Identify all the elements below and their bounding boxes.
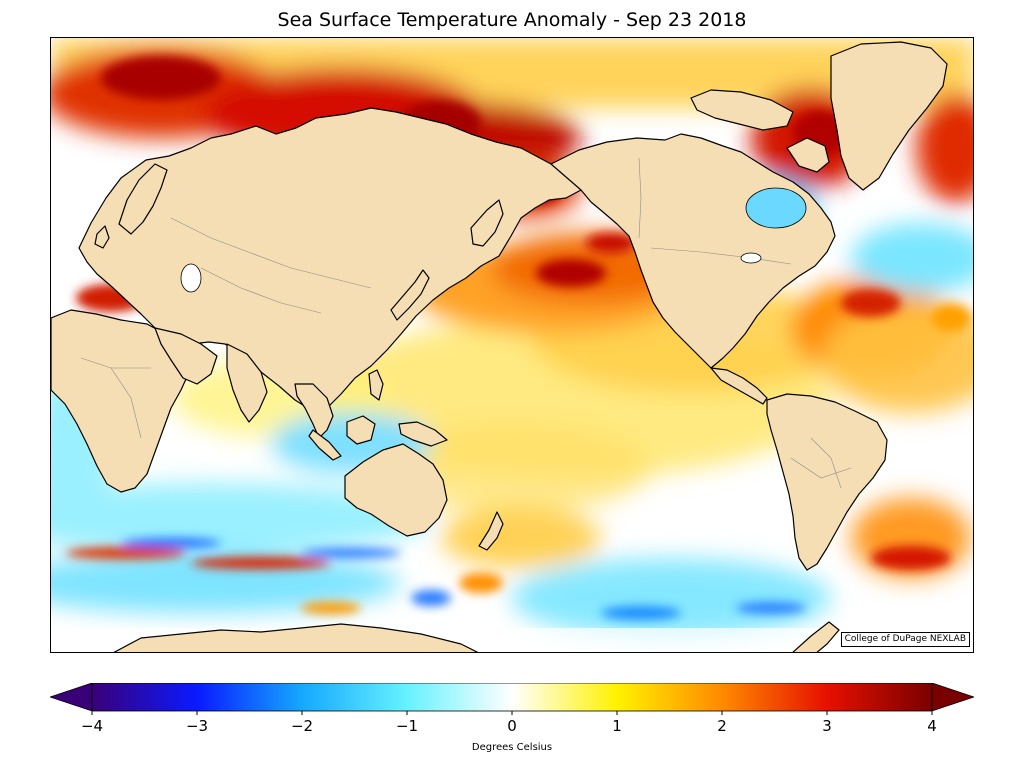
scandinavia (118, 163, 168, 235)
arabian-peninsula (154, 327, 218, 385)
colorbar-tick-label: 1 (612, 717, 622, 735)
new-guinea (398, 421, 448, 447)
kamchatka (470, 199, 504, 247)
colorbar-min-extend-arrow (50, 683, 93, 712)
colorbar-tick-label: 3 (822, 717, 832, 735)
chart-title: Sea Surface Temperature Anomaly - Sep 23… (277, 9, 747, 31)
baffin-island (786, 137, 830, 173)
colorbar-tick-label: −4 (80, 717, 104, 735)
colorbar-max-extend-arrow (931, 683, 974, 712)
credit-label: College of DuPage NEXLAB (840, 632, 970, 647)
colorbar-tick-label: 4 (927, 717, 937, 735)
colorbar-svg (50, 683, 974, 715)
colorbar-tick-label: −1 (395, 717, 419, 735)
colorbar-tick-label: 2 (717, 717, 727, 735)
japan (390, 269, 430, 321)
country-borders (80, 157, 852, 489)
new-zealand (478, 511, 504, 551)
south-america (766, 393, 888, 571)
india (226, 343, 268, 423)
colorbar-gradient (91, 683, 933, 712)
central-america (710, 367, 768, 405)
greenland (830, 41, 948, 191)
sumatra (308, 429, 342, 461)
anomaly-field (51, 38, 973, 652)
antarctica (113, 623, 479, 652)
map-panel: College of DuPage NEXLAB (50, 37, 974, 653)
southeast-asia (294, 383, 334, 439)
colorbar-label: Degrees Celsius (471, 742, 553, 753)
anomaly-map (51, 38, 973, 652)
lakes (180, 187, 807, 293)
australia (344, 443, 448, 537)
africa-landmass (51, 309, 192, 493)
antarctic-peninsula (792, 621, 840, 652)
colorbar-tick-label: −3 (185, 717, 209, 735)
colorbar-tick-label: 0 (507, 717, 517, 735)
canadian-arctic-islands (690, 89, 794, 131)
british-isles (94, 225, 110, 249)
colorbar-tick-label: −2 (290, 717, 314, 735)
borneo (346, 415, 376, 445)
colorbar-ticks: −4 −3 −2 −1 0 1 2 3 4 (0, 717, 1024, 741)
philippines (368, 369, 384, 401)
colorbar (50, 683, 974, 715)
